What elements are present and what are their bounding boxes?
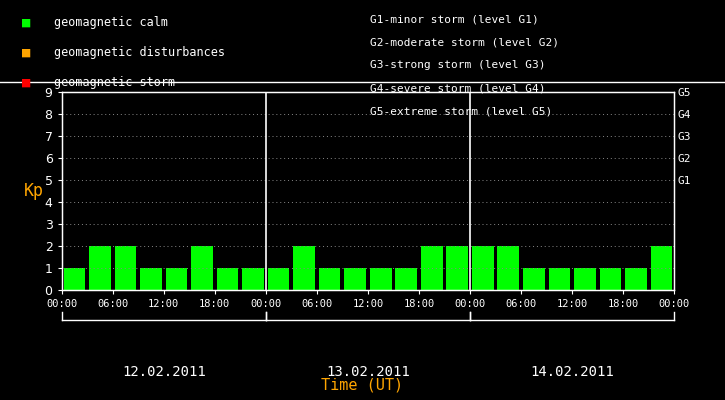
Bar <box>268 268 289 290</box>
Text: ■: ■ <box>22 76 30 90</box>
Text: G1-minor storm (level G1): G1-minor storm (level G1) <box>370 14 539 24</box>
Bar <box>370 268 392 290</box>
Text: G3-strong storm (level G3): G3-strong storm (level G3) <box>370 60 545 70</box>
Bar <box>574 268 596 290</box>
Bar <box>395 268 417 290</box>
Bar <box>497 246 519 290</box>
Bar <box>600 268 621 290</box>
Text: 12.02.2011: 12.02.2011 <box>122 365 206 379</box>
Bar <box>165 268 187 290</box>
Bar <box>89 246 111 290</box>
Text: geomagnetic calm: geomagnetic calm <box>54 16 168 29</box>
Text: geomagnetic storm: geomagnetic storm <box>54 76 175 89</box>
Bar <box>217 268 239 290</box>
Text: 14.02.2011: 14.02.2011 <box>530 365 614 379</box>
Bar <box>344 268 366 290</box>
Text: ■: ■ <box>22 46 30 60</box>
Bar <box>140 268 162 290</box>
Bar <box>294 246 315 290</box>
Text: 13.02.2011: 13.02.2011 <box>326 365 410 379</box>
Bar <box>64 268 86 290</box>
Y-axis label: Kp: Kp <box>23 182 44 200</box>
Text: G2-moderate storm (level G2): G2-moderate storm (level G2) <box>370 37 559 47</box>
Bar <box>242 268 264 290</box>
Bar <box>625 268 647 290</box>
Bar <box>472 246 494 290</box>
Bar <box>650 246 672 290</box>
Text: geomagnetic disturbances: geomagnetic disturbances <box>54 46 225 59</box>
Bar <box>319 268 341 290</box>
Text: Time (UT): Time (UT) <box>321 377 404 392</box>
Bar <box>421 246 442 290</box>
Text: ■: ■ <box>22 16 30 30</box>
Bar <box>115 246 136 290</box>
Bar <box>447 246 468 290</box>
Text: G4-severe storm (level G4): G4-severe storm (level G4) <box>370 84 545 94</box>
Bar <box>191 246 213 290</box>
Bar <box>549 268 571 290</box>
Text: G5-extreme storm (level G5): G5-extreme storm (level G5) <box>370 107 552 117</box>
Bar <box>523 268 544 290</box>
